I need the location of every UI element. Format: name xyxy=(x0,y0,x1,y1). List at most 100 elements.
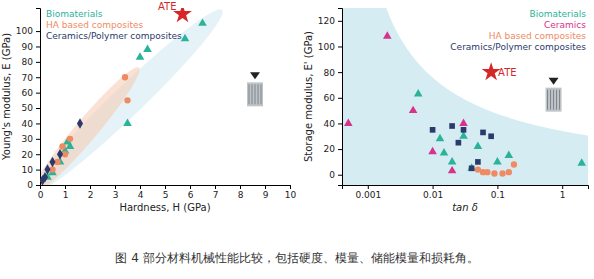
sample-stripe xyxy=(261,84,262,104)
tick-mark xyxy=(190,185,191,189)
tick-mark xyxy=(65,185,66,189)
tick-label: 1 xyxy=(63,190,69,200)
point xyxy=(459,118,468,125)
tick-label: 0 xyxy=(329,170,335,180)
point xyxy=(577,158,586,165)
sample-stripe xyxy=(249,84,250,104)
tick: 1 xyxy=(63,185,69,200)
tick: 0.1 xyxy=(491,185,505,200)
tick: 0.001 xyxy=(355,185,381,200)
legend: BiomaterialsCeramicsHA based compositesC… xyxy=(450,9,586,52)
tick-mark xyxy=(165,185,166,189)
panel: 0.0010.010.11020406080100120tan δStorage… xyxy=(303,8,589,213)
caption: 图 4 部分材料机械性能比较，包括硬度、模量、储能模量和损耗角。 xyxy=(115,251,478,265)
tick: 8 xyxy=(238,185,244,200)
tick-mark xyxy=(36,77,40,78)
axis-line xyxy=(41,186,291,190)
point xyxy=(67,136,73,142)
tick: 9 xyxy=(263,185,269,200)
tick-mark xyxy=(338,175,342,176)
tick-label: 40 xyxy=(324,119,336,129)
y-axis: 020406080100120 xyxy=(318,9,343,186)
tick: 6 xyxy=(188,185,194,200)
point-label: ATE xyxy=(498,67,517,78)
tick: 20 xyxy=(22,150,40,160)
point xyxy=(430,127,436,133)
axis-line xyxy=(338,9,343,186)
figure: 0123456789100102030405060708090100Hardne… xyxy=(0,0,594,279)
tick: 30 xyxy=(22,134,40,144)
tick-label: 6 xyxy=(188,190,194,200)
inset-icon xyxy=(247,72,263,106)
tick-mark xyxy=(36,154,40,155)
tick-label: 7 xyxy=(213,190,219,200)
point xyxy=(198,18,207,25)
panel: 0123456789100102030405060708090100Hardne… xyxy=(1,0,296,213)
point xyxy=(448,157,457,164)
tick-mark xyxy=(290,185,291,189)
point xyxy=(511,161,517,167)
point-labels: ATE xyxy=(498,67,517,78)
tick-label: 3 xyxy=(113,190,119,200)
point xyxy=(475,159,481,165)
tick-label: 60 xyxy=(324,93,336,103)
point xyxy=(456,140,462,146)
tick-label: 30 xyxy=(22,134,34,144)
point xyxy=(505,151,514,158)
y-axis-title: Young's modulus, E (GPa) xyxy=(1,33,12,161)
tick-mark xyxy=(497,185,498,189)
sample xyxy=(247,82,263,106)
tick: 1 xyxy=(560,185,566,200)
point xyxy=(136,52,145,59)
point xyxy=(66,142,75,149)
point xyxy=(469,165,475,171)
tick-mark xyxy=(36,185,40,186)
point xyxy=(44,164,50,175)
tick: 100 xyxy=(16,26,40,36)
tick-label: 0 xyxy=(27,180,33,190)
point xyxy=(506,169,512,175)
indenter xyxy=(549,78,559,85)
legend: BiomaterialsHA based compositesCeramics/… xyxy=(46,9,182,41)
x-axis-title: tan δ xyxy=(452,202,478,213)
point xyxy=(480,130,486,136)
tick-mark xyxy=(36,46,40,47)
tick-label: 1 xyxy=(560,190,566,200)
point xyxy=(440,148,449,155)
point xyxy=(124,97,130,103)
shading xyxy=(40,8,233,185)
tick: 80 xyxy=(324,68,342,78)
sample-stripe xyxy=(547,90,548,110)
tick-mark xyxy=(36,93,40,94)
tick-mark xyxy=(433,185,434,189)
legend-entry: Ceramics/Polymer composites xyxy=(450,42,586,52)
tick-mark xyxy=(338,72,342,73)
tick-label: 20 xyxy=(324,144,336,154)
point xyxy=(57,149,63,160)
point xyxy=(409,106,418,113)
legend-entry: Biomaterials xyxy=(530,9,587,19)
tick-mark xyxy=(338,98,342,99)
shaded-region xyxy=(40,61,147,185)
point-labels: ATE xyxy=(158,1,177,12)
point xyxy=(491,170,497,176)
legend-entry: HA based composites xyxy=(489,31,587,41)
tick-mark xyxy=(115,185,116,189)
tick: 10 xyxy=(22,165,40,175)
tick: 70 xyxy=(22,73,40,83)
tick: 90 xyxy=(22,42,40,52)
tick: 100 xyxy=(318,42,342,52)
tick-mark xyxy=(36,170,40,171)
point xyxy=(488,133,494,139)
tick: 7 xyxy=(213,185,219,200)
inset-icon xyxy=(546,78,562,112)
tick: 4 xyxy=(138,185,144,200)
tick-mark xyxy=(338,149,342,150)
shading xyxy=(342,8,588,185)
tick: 60 xyxy=(22,88,40,98)
tick: 5 xyxy=(163,185,169,200)
tick-mark xyxy=(338,21,342,22)
legend-entry: HA based composites xyxy=(46,20,144,30)
axis-line xyxy=(343,186,589,190)
tick-mark xyxy=(140,185,141,189)
